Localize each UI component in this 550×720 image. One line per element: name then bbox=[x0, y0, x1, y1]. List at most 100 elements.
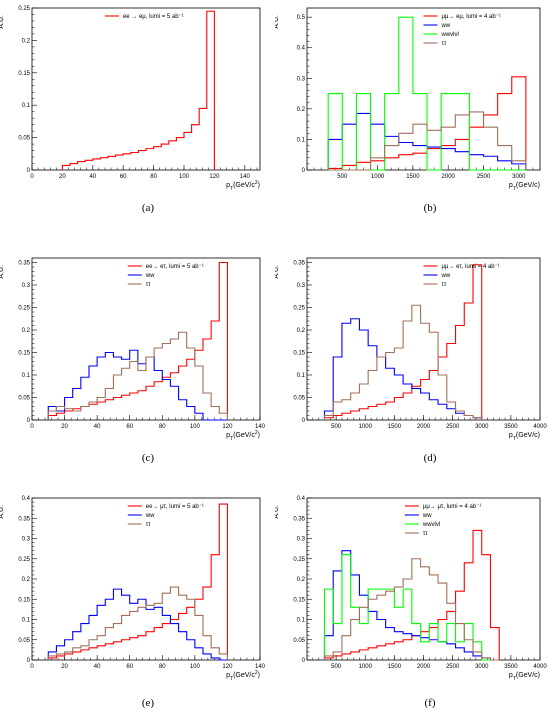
histogram-bin bbox=[438, 583, 447, 660]
panel-caption: (e) bbox=[141, 697, 155, 709]
x-tick-label: 1000 bbox=[359, 424, 373, 430]
histogram-bin bbox=[219, 654, 227, 660]
histogram-bin bbox=[386, 353, 395, 421]
histogram-bin bbox=[65, 652, 73, 660]
histogram-bin bbox=[203, 393, 211, 420]
histogram-bin bbox=[456, 624, 465, 660]
histogram-bin bbox=[162, 344, 170, 421]
x-tick-label: 0 bbox=[30, 664, 34, 670]
x-tick-label: 500 bbox=[331, 424, 342, 430]
histogram-bin bbox=[386, 591, 395, 660]
y-tick-label: 0.3 bbox=[22, 283, 31, 289]
histogram-bin bbox=[385, 146, 399, 170]
histogram-bin bbox=[482, 555, 491, 660]
y-tick-label: 0.1 bbox=[297, 618, 306, 624]
y-tick-label: 0.05 bbox=[18, 396, 30, 402]
legend-entry: ee→ μτ, lumi = 5 ab⁻¹ bbox=[146, 504, 204, 510]
histogram-bin bbox=[48, 656, 56, 660]
histogram-bin bbox=[455, 115, 469, 170]
y-tick-label: 0.2 bbox=[22, 38, 31, 44]
histogram-bin bbox=[138, 371, 146, 421]
x-tick-label: 4000 bbox=[533, 664, 547, 670]
legend: μμ→ μτ, lumi = 4 ab⁻¹ ww wwvlvl ττ bbox=[404, 504, 481, 537]
legend-entry: wwvlvl bbox=[422, 522, 440, 528]
histogram-bin bbox=[56, 407, 64, 421]
histogram-bin bbox=[351, 620, 360, 661]
legend-entry: ττ bbox=[146, 282, 151, 288]
x-tick-label: 100 bbox=[190, 664, 201, 670]
x-tick-label: 60 bbox=[126, 664, 133, 670]
panel-caption: (b) bbox=[423, 202, 437, 214]
x-axis-label: pT(GeV/c) bbox=[509, 672, 540, 680]
legend-entry: μμ→ μτ, lumi = 4 ab⁻¹ bbox=[423, 504, 481, 510]
y-tick-label: 0.2 bbox=[297, 577, 306, 583]
histogram-bin bbox=[328, 94, 342, 170]
histogram-series-0 bbox=[61, 10, 215, 170]
x-tick-label: 40 bbox=[94, 664, 101, 670]
histogram-bin bbox=[123, 154, 131, 170]
histogram-bin bbox=[464, 303, 473, 420]
x-tick-label: 120 bbox=[222, 664, 233, 670]
x-tick-label: 80 bbox=[159, 424, 166, 430]
histogram-bin bbox=[154, 147, 162, 170]
y-axis-label: A.U. bbox=[275, 265, 280, 279]
x-tick-label: 0 bbox=[30, 424, 34, 430]
histogram-bin bbox=[333, 402, 342, 420]
x-tick-label: 2500 bbox=[446, 424, 460, 430]
histogram-bin bbox=[394, 348, 403, 420]
histogram-bin bbox=[498, 146, 512, 170]
x-tick-label: 2000 bbox=[442, 174, 456, 180]
y-tick-label: 0.35 bbox=[18, 516, 30, 522]
y-tick-label: 0.05 bbox=[18, 638, 30, 644]
y-tick-label: 0.25 bbox=[293, 306, 305, 312]
x-tick-label: 60 bbox=[126, 424, 133, 430]
histogram-bin bbox=[429, 332, 438, 420]
x-axis-label: pT(GeV/c2) bbox=[226, 670, 260, 680]
legend-entry: μμ→ eτ, lumi = 4 ab⁻¹ bbox=[442, 264, 500, 270]
histogram-bin bbox=[447, 402, 456, 420]
histogram-bin bbox=[324, 416, 333, 421]
x-tick-label: 2000 bbox=[417, 424, 431, 430]
histogram-bin bbox=[169, 141, 177, 170]
histogram-bin bbox=[170, 587, 178, 660]
legend: ee→ eτ, lumi = 5 ab⁻¹ ww ττ bbox=[127, 264, 204, 288]
histogram-bin bbox=[427, 130, 441, 170]
histogram-bin bbox=[324, 589, 333, 660]
histogram-bin bbox=[441, 127, 455, 170]
histogram-bin bbox=[342, 636, 351, 660]
histogram-bin bbox=[211, 407, 219, 421]
x-tick-label: 20 bbox=[59, 174, 66, 180]
legend-entry: ww bbox=[441, 23, 451, 29]
legend-entry: ww bbox=[422, 513, 432, 519]
histogram-bin bbox=[138, 151, 146, 170]
legend-entry: ww bbox=[145, 513, 155, 519]
histogram-bin bbox=[130, 611, 138, 660]
histogram-bin bbox=[187, 348, 195, 420]
histogram-bin bbox=[179, 595, 187, 660]
histogram-bin bbox=[162, 593, 170, 660]
histogram-bin bbox=[116, 155, 124, 170]
histogram-bin bbox=[473, 265, 482, 420]
histogram-bin bbox=[154, 603, 162, 660]
y-tick-label: 0 bbox=[302, 418, 306, 424]
panel-caption: (d) bbox=[423, 452, 437, 464]
histogram-bin bbox=[122, 368, 130, 420]
histogram-bin bbox=[170, 339, 178, 420]
histogram-bin bbox=[211, 321, 219, 420]
legend-entry: ee → eμ, lumi = 5 ab⁻¹ bbox=[123, 14, 184, 20]
histogram-bin bbox=[192, 125, 200, 170]
legend-entry: μμ→ eμ, lumi = 4 ab⁻¹ bbox=[442, 14, 501, 20]
legend-entry: ee→ eτ, lumi = 5 ab⁻¹ bbox=[146, 264, 204, 270]
y-tick-label: 0.1 bbox=[22, 373, 31, 379]
y-tick-label: 0.05 bbox=[293, 638, 305, 644]
histogram-bin bbox=[473, 418, 482, 420]
histogram-bin bbox=[105, 628, 113, 660]
histogram-series-3 bbox=[323, 558, 500, 661]
x-tick-label: 100 bbox=[179, 174, 190, 180]
x-tick-label: 500 bbox=[331, 664, 342, 670]
histogram-bin bbox=[78, 162, 86, 170]
histogram-series-0 bbox=[47, 261, 228, 420]
y-tick-label: 0.2 bbox=[22, 577, 31, 583]
chart-panel-e: 0 0.05 0.1 0.15 0.2 0.25 0.3 0.35 0.4 0 20 40 60 80 10… bbox=[0, 496, 266, 680]
legend-entry: ττ bbox=[442, 282, 447, 288]
